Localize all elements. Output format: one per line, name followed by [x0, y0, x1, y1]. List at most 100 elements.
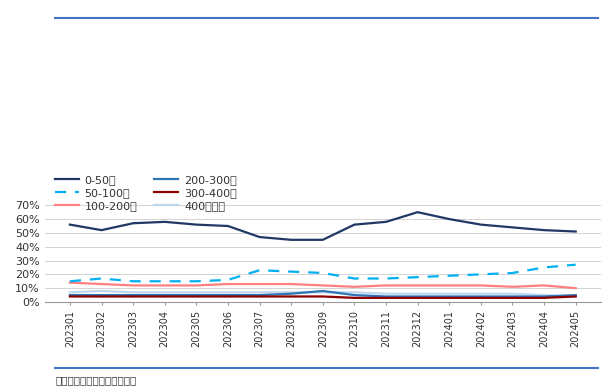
0-50元 [129, 221, 137, 226]
100-200元 [193, 283, 200, 288]
0-50元 [256, 235, 263, 239]
300-400元 [129, 294, 137, 299]
100-200元 [351, 284, 358, 289]
200-300元 [509, 294, 516, 299]
400元以上 [509, 291, 516, 296]
400元以上 [288, 290, 295, 294]
300-400元 [66, 294, 73, 299]
300-400元 [540, 296, 548, 300]
50-100元 [161, 279, 168, 284]
50-100元 [445, 273, 453, 278]
200-300元 [477, 294, 485, 299]
50-100元 [66, 279, 73, 284]
50-100元 [98, 276, 105, 281]
0-50元 [445, 217, 453, 221]
Line: 100-200元: 100-200元 [70, 283, 576, 288]
400元以上 [477, 291, 485, 296]
100-200元 [66, 280, 73, 285]
50-100元 [414, 275, 421, 279]
300-400元 [351, 296, 358, 300]
0-50元 [477, 222, 485, 227]
0-50元 [509, 225, 516, 230]
200-300元 [445, 294, 453, 299]
50-100元 [193, 279, 200, 284]
300-400元 [288, 294, 295, 299]
100-200元 [477, 283, 485, 288]
0-50元 [66, 222, 73, 227]
400元以上 [66, 290, 73, 294]
300-400元 [319, 294, 326, 299]
50-100元 [129, 279, 137, 284]
0-50元 [540, 228, 548, 233]
200-300元 [414, 294, 421, 299]
100-200元 [319, 283, 326, 288]
300-400元 [383, 296, 390, 300]
100-200元 [288, 282, 295, 286]
100-200元 [414, 283, 421, 288]
400元以上 [572, 294, 580, 299]
50-100元 [319, 271, 326, 275]
200-300元 [319, 289, 326, 293]
400元以上 [193, 290, 200, 294]
0-50元 [98, 228, 105, 233]
100-200元 [256, 282, 263, 286]
100-200元 [98, 282, 105, 286]
Text: 资料来源：煮界炉、华泰研究: 资料来源：煮界炉、华泰研究 [55, 375, 137, 385]
Line: 0-50元: 0-50元 [70, 212, 576, 240]
400元以上 [319, 290, 326, 294]
50-100元 [224, 278, 232, 282]
50-100元 [256, 268, 263, 273]
200-300元 [224, 293, 232, 298]
100-200元 [572, 286, 580, 291]
300-400元 [445, 296, 453, 300]
Legend: 0-50元, 50-100元, 100-200元, 200-300元, 300-400元, 400元以上: 0-50元, 50-100元, 100-200元, 200-300元, 300-… [50, 170, 241, 216]
400元以上 [383, 291, 390, 296]
50-100元 [288, 269, 295, 274]
100-200元 [383, 283, 390, 288]
400元以上 [161, 290, 168, 294]
200-300元 [540, 294, 548, 299]
400元以上 [445, 291, 453, 296]
0-50元 [288, 237, 295, 242]
300-400元 [161, 294, 168, 299]
0-50元 [383, 219, 390, 224]
100-200元 [540, 283, 548, 288]
0-50元 [224, 224, 232, 228]
300-400元 [224, 294, 232, 299]
100-200元 [445, 283, 453, 288]
300-400元 [256, 294, 263, 299]
100-200元 [129, 283, 137, 288]
400元以上 [256, 290, 263, 294]
200-300元 [66, 293, 73, 298]
300-400元 [477, 296, 485, 300]
300-400元 [98, 294, 105, 299]
100-200元 [161, 283, 168, 288]
0-50元 [414, 210, 421, 214]
0-50元 [161, 219, 168, 224]
50-100元 [509, 271, 516, 275]
200-300元 [161, 293, 168, 298]
Line: 400元以上: 400元以上 [70, 291, 576, 296]
50-100元 [477, 272, 485, 277]
50-100元 [351, 276, 358, 281]
Line: 200-300元: 200-300元 [70, 291, 576, 296]
300-400元 [572, 294, 580, 299]
400元以上 [129, 290, 137, 294]
50-100元 [540, 265, 548, 270]
400元以上 [351, 290, 358, 294]
400元以上 [540, 293, 548, 298]
0-50元 [351, 222, 358, 227]
200-300元 [351, 293, 358, 298]
0-50元 [193, 222, 200, 227]
200-300元 [256, 293, 263, 298]
50-100元 [572, 262, 580, 267]
100-200元 [224, 282, 232, 286]
400元以上 [98, 289, 105, 293]
200-300元 [129, 293, 137, 298]
100-200元 [509, 284, 516, 289]
200-300元 [383, 294, 390, 299]
400元以上 [224, 290, 232, 294]
Line: 50-100元: 50-100元 [70, 265, 576, 281]
200-300元 [572, 293, 580, 298]
0-50元 [319, 237, 326, 242]
